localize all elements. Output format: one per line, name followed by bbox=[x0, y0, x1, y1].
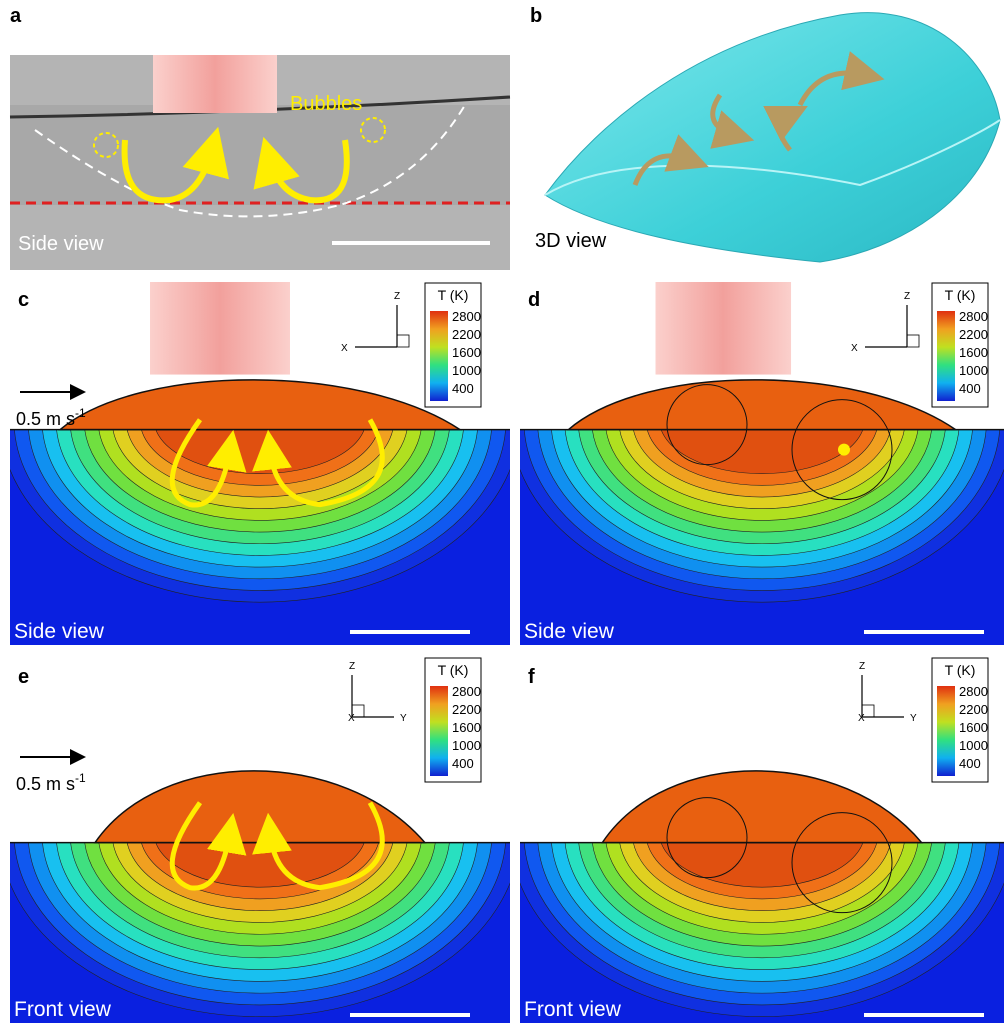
panel-label: b bbox=[530, 5, 542, 27]
legend-title: T (K) bbox=[945, 287, 976, 303]
view-label: Side view bbox=[524, 620, 615, 643]
axis-label: Z bbox=[394, 291, 400, 302]
figure: BubblesSide viewa3D viewb0.5 m s-1ZXT (K… bbox=[0, 0, 1004, 1023]
melt-region bbox=[10, 105, 510, 205]
colorbar-tick-label: 2200 bbox=[452, 327, 481, 342]
colorbar-tick-label: 1000 bbox=[452, 363, 481, 378]
melt-dome bbox=[602, 771, 921, 843]
panel-label: c bbox=[18, 289, 29, 311]
colorbar-tick-label: 400 bbox=[959, 381, 981, 396]
colorbar-tick-label: 2200 bbox=[959, 327, 988, 342]
axis-label: Z bbox=[904, 291, 910, 302]
view-label: Side view bbox=[14, 620, 105, 643]
colorbar-tick-label: 2800 bbox=[959, 684, 988, 699]
colorbar bbox=[430, 686, 448, 776]
velocity-text: 0.5 m s bbox=[16, 409, 75, 429]
melt-dome bbox=[60, 380, 460, 430]
panel-label: e bbox=[18, 666, 29, 688]
panel-b: 3D view bbox=[535, 13, 1000, 262]
view-label: Front view bbox=[14, 998, 112, 1021]
colorbar-tick-label: 2200 bbox=[959, 702, 988, 717]
laser-beam bbox=[656, 282, 792, 375]
axis-label: Y bbox=[400, 713, 407, 724]
colorbar-tick-label: 400 bbox=[452, 381, 474, 396]
view-label: Front view bbox=[524, 998, 622, 1021]
velocity-label: 0.5 m s-1 bbox=[16, 771, 86, 794]
vortex-core bbox=[838, 444, 850, 456]
velocity-text: 0.5 m s bbox=[16, 774, 75, 794]
panel-a: Bubbles Side view bbox=[10, 55, 510, 270]
axis-origin bbox=[397, 335, 409, 347]
colorbar-tick-label: 1600 bbox=[452, 720, 481, 735]
axis-label: X bbox=[348, 713, 355, 724]
axis-origin bbox=[907, 335, 919, 347]
legend-title: T (K) bbox=[438, 662, 469, 678]
panel-e: 0.5 m s-1 Z X Y T (K) 2800 2200 1600 1000 400 Fron… bbox=[0, 649, 520, 1023]
axis-label: X bbox=[851, 343, 858, 354]
axis-label: Z bbox=[349, 661, 355, 672]
panel-label: f bbox=[528, 666, 535, 688]
colorbar bbox=[937, 686, 955, 776]
melt-pool-3d bbox=[545, 13, 1000, 262]
colorbar-tick-label: 2200 bbox=[452, 702, 481, 717]
colorbar-tick-label: 1000 bbox=[959, 363, 988, 378]
laser-beam bbox=[150, 282, 290, 375]
annotation: Bubbles bbox=[290, 93, 362, 115]
panel-f: Z X Y T (K) 2800 2200 1600 1000 400 Front view bbox=[510, 649, 1004, 1023]
panel-label: d bbox=[528, 289, 540, 311]
colorbar-tick-label: 400 bbox=[452, 756, 474, 771]
axis-label: Z bbox=[859, 661, 865, 672]
laser-beam bbox=[153, 55, 277, 113]
axis-label: Y bbox=[910, 713, 917, 724]
velocity-exponent: -1 bbox=[75, 406, 86, 420]
panel-c: 0.5 m s-1 Z X T (K) 2800 2200 1600 1000 400 Side … bbox=[0, 237, 520, 645]
axis-label: X bbox=[858, 713, 865, 724]
colorbar bbox=[937, 311, 955, 401]
view-label: Side view bbox=[18, 233, 104, 255]
colorbar-tick-label: 2800 bbox=[452, 684, 481, 699]
colorbar-tick-label: 1000 bbox=[452, 738, 481, 753]
axis-label: X bbox=[341, 343, 348, 354]
velocity-exponent: -1 bbox=[75, 771, 86, 785]
melt-dome bbox=[95, 771, 425, 843]
legend-title: T (K) bbox=[438, 287, 469, 303]
colorbar-tick-label: 1600 bbox=[959, 720, 988, 735]
panel-d: Z X T (K) 2800 2200 1600 1000 400 Side view bbox=[510, 237, 1004, 645]
legend-title: T (K) bbox=[945, 662, 976, 678]
panel-label: a bbox=[10, 5, 22, 27]
colorbar-tick-label: 1600 bbox=[959, 345, 988, 360]
colorbar-tick-label: 1600 bbox=[452, 345, 481, 360]
melt-dome bbox=[568, 380, 955, 430]
colorbar-tick-label: 2800 bbox=[959, 309, 988, 324]
colorbar bbox=[430, 311, 448, 401]
colorbar-tick-label: 2800 bbox=[452, 309, 481, 324]
colorbar-tick-label: 400 bbox=[959, 756, 981, 771]
colorbar-tick-label: 1000 bbox=[959, 738, 988, 753]
view-label: 3D view bbox=[535, 230, 607, 252]
